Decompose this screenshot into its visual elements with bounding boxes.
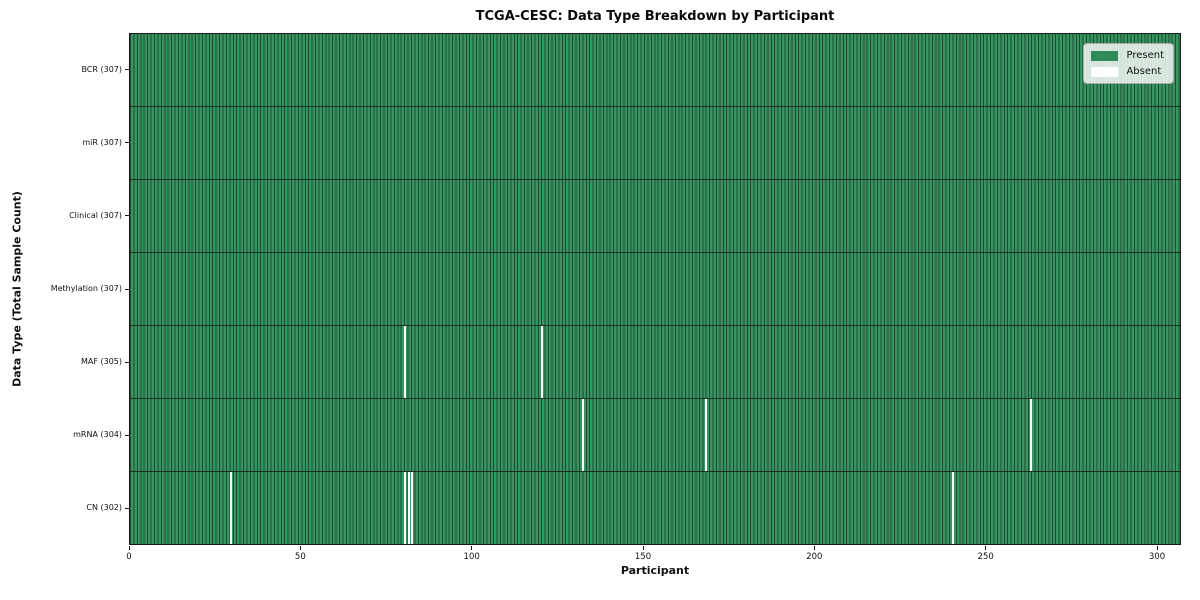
x-tick-label: 50 — [294, 552, 306, 562]
x-tick-label: 150 — [634, 552, 652, 562]
heatmap-row-maf — [130, 326, 1180, 399]
y-tick-label: Methylation (307) — [50, 284, 122, 293]
y-tick-label: CN (302) — [86, 503, 122, 513]
y-tick-label: MAF (305) — [80, 357, 122, 367]
absent-cell — [1030, 399, 1033, 471]
plot-area: Present Absent — [129, 33, 1181, 545]
x-tick-mark — [1156, 546, 1158, 550]
y-tick-label: mRNA (304) — [73, 430, 122, 440]
absent-cell — [951, 472, 954, 544]
absent-cell — [404, 326, 407, 398]
x-tick-mark — [471, 546, 473, 550]
heatmap-row-bcr — [130, 34, 1180, 107]
heatmap-row-mrna — [130, 399, 1180, 472]
x-tick-mark — [642, 546, 644, 550]
x-tick-label: 0 — [126, 552, 132, 562]
heatmap-row-cn — [130, 472, 1180, 544]
y-tick-mark — [125, 434, 129, 436]
y-tick-mark — [125, 69, 129, 71]
legend-entry-present: Present — [1091, 50, 1164, 61]
y-tick-label: miR (307) — [82, 137, 122, 147]
x-tick-mark — [299, 546, 301, 550]
absent-cell — [541, 326, 544, 398]
x-tick-label: 100 — [463, 552, 480, 562]
x-tick-label: 300 — [1148, 552, 1166, 562]
y-tick-mark — [125, 215, 129, 217]
absent-cell — [404, 472, 407, 544]
absent-cell — [705, 399, 708, 471]
heatmap-row-clinical — [130, 180, 1180, 253]
absent-cell — [407, 472, 410, 544]
absent-cell — [411, 472, 414, 544]
legend-entry-absent: Absent — [1091, 66, 1164, 77]
y-tick-mark — [125, 288, 129, 290]
absent-cell — [582, 399, 585, 471]
x-tick-mark — [813, 546, 815, 550]
heatmap-row-methylation — [130, 253, 1180, 326]
absent-cell — [229, 472, 232, 544]
y-tick-label: Clinical (307) — [69, 210, 122, 220]
legend: Present Absent — [1083, 43, 1174, 84]
heatmap-row-mir — [130, 107, 1180, 180]
y-tick-mark — [125, 361, 129, 363]
x-tick-mark — [128, 546, 130, 550]
x-axis-label: Participant — [620, 564, 690, 577]
legend-swatch-absent — [1091, 66, 1119, 77]
x-tick-label: 250 — [977, 552, 994, 562]
x-tick-label: 200 — [806, 552, 823, 562]
x-tick-mark — [985, 546, 987, 550]
heatmap-rows — [130, 34, 1180, 544]
y-tick-label: BCR (307) — [81, 64, 122, 74]
y-tick-mark — [125, 142, 129, 144]
y-tick-mark — [125, 507, 129, 509]
legend-swatch-present — [1091, 50, 1119, 61]
legend-label: Absent — [1126, 66, 1162, 77]
chart-title: TCGA-CESC: Data Type Breakdown by Partic… — [475, 9, 835, 24]
legend-label: Present — [1126, 50, 1164, 61]
